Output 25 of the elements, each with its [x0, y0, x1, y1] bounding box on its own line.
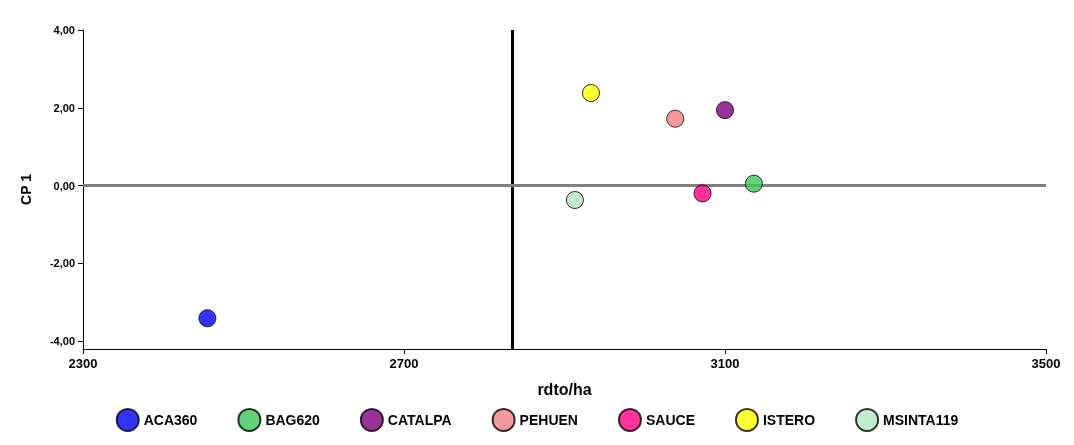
legend-label: MSINTA119 — [883, 412, 959, 428]
point — [582, 84, 600, 103]
x-axis-title: rdto/ha — [537, 380, 592, 398]
x-tick-label: 2700 — [389, 356, 419, 371]
legend-label: PEHUEN — [519, 412, 578, 428]
y-tick-label: 2,00 — [53, 101, 75, 114]
y-axis-title: CP 1 — [18, 173, 34, 205]
y-tick-label: -2,00 — [49, 257, 75, 270]
y-tick-label: 0,00 — [53, 179, 75, 192]
point — [744, 174, 763, 193]
point — [565, 191, 584, 209]
point — [716, 101, 734, 120]
y-tick-label: 4,00 — [53, 24, 75, 36]
x-tick-label: 3500 — [1031, 356, 1061, 371]
legend-label: BAG620 — [265, 412, 321, 428]
x-tick-label: 2300 — [68, 356, 98, 371]
legend-label: CATALPA — [387, 412, 452, 428]
point — [693, 184, 712, 203]
legend-label: ISTERO — [762, 412, 816, 428]
x-tick-label: 3100 — [710, 356, 740, 371]
point — [198, 309, 217, 328]
point — [666, 109, 685, 128]
legend-label: ACA360 — [143, 412, 198, 428]
legend-label: SAUCE — [645, 412, 695, 428]
y-tick-label: -4,00 — [49, 335, 75, 348]
